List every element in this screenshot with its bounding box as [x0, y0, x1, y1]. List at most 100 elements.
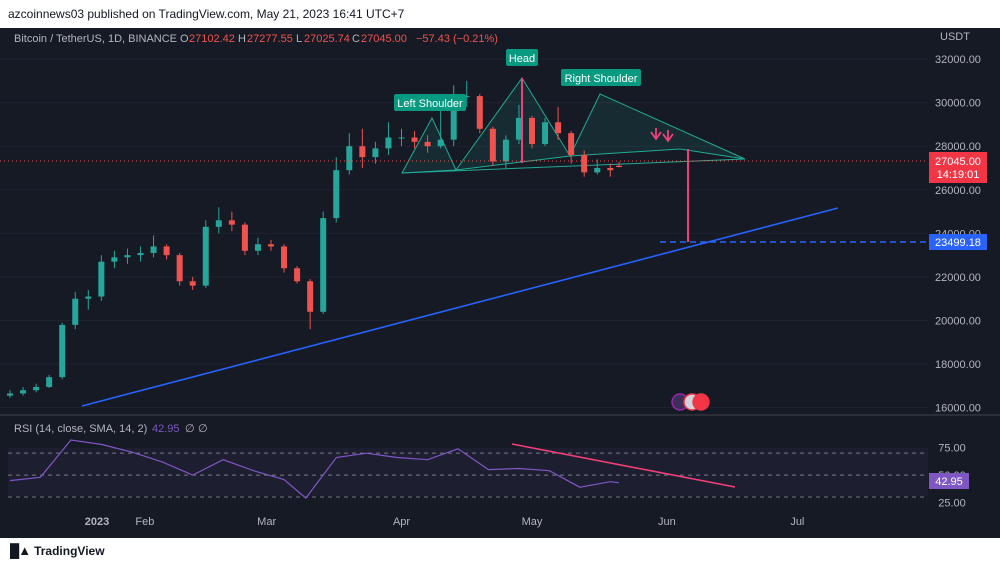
- price-tick-label: 30000.00: [935, 98, 981, 110]
- candle-body: [124, 255, 131, 258]
- price-tick-label: 22000.00: [935, 272, 981, 284]
- price-tick-label: 16000.00: [935, 403, 981, 415]
- publish-header: azcoinnews03 published on TradingView.co…: [0, 0, 1000, 28]
- rsi-value-badge: 42.95: [929, 473, 969, 489]
- candle-body: [7, 393, 13, 396]
- rsi-downtrend-line[interactable]: [511, 443, 736, 488]
- candle-body: [398, 137, 405, 139]
- candle-body: [542, 122, 549, 145]
- rsi-line: [9, 439, 620, 499]
- candle-body: [372, 148, 379, 158]
- candle-body: [515, 117, 522, 140]
- candlestick-series: [7, 80, 622, 398]
- candle-body: [189, 281, 196, 286]
- candle-body: [111, 257, 118, 262]
- candle-body: [294, 268, 301, 282]
- right-shoulder-label: Right Shoulder: [561, 69, 641, 86]
- news-event-icon[interactable]: [692, 393, 710, 411]
- support-trendline[interactable]: [81, 207, 839, 407]
- close-value: 27045.00: [361, 33, 407, 45]
- tv-logo-icon: █▲: [10, 543, 31, 558]
- left-shoulder-text: Left Shoulder: [397, 98, 463, 110]
- time-tick-label: 2023: [85, 516, 109, 528]
- price-tick-label: 20000.00: [935, 316, 981, 328]
- candle-body: [307, 281, 314, 312]
- price-chart-svg[interactable]: Bitcoin / TetherUS, 1D, BINANCE O 27102.…: [0, 28, 1000, 538]
- candle-body: [581, 154, 588, 173]
- candle-body: [215, 220, 222, 227]
- candle-body: [476, 96, 483, 129]
- candle-body: [359, 146, 366, 158]
- last-price-badge: 27045.00 14:19:01: [929, 152, 987, 183]
- candle-body: [20, 390, 27, 394]
- time-tick-label: May: [522, 516, 543, 528]
- event-markers[interactable]: [671, 393, 710, 411]
- rsi-legend-band: ∅: [198, 423, 208, 435]
- candle-body: [489, 128, 496, 162]
- right-shoulder-text: Right Shoulder: [565, 73, 638, 85]
- time-tick-label: Jul: [790, 516, 804, 528]
- price-axis: 16000.0018000.0020000.0022000.0024000.00…: [935, 54, 981, 415]
- candle-body: [385, 137, 392, 149]
- price-gridlines: [0, 58, 928, 409]
- candle-body: [163, 246, 170, 256]
- candle-body: [202, 226, 209, 286]
- candle-body: [529, 117, 535, 145]
- down-arrow-icon: [650, 128, 662, 141]
- last-price-text: 27045.00: [935, 156, 981, 168]
- target-price-text: 23499.18: [935, 237, 981, 249]
- rsi-title: RSI (14, close, SMA, 14, 2): [14, 423, 147, 435]
- candle-body: [228, 220, 235, 225]
- candle-body: [555, 122, 562, 134]
- candle-body: [333, 170, 340, 219]
- candle-body: [150, 246, 157, 253]
- rsi-legend-ma: ∅: [185, 423, 195, 435]
- head-text: Head: [509, 53, 535, 65]
- candle-body: [568, 133, 575, 155]
- time-axis: 2023 Feb Mar Apr May Jun Jul: [85, 516, 805, 528]
- tradingview-logo[interactable]: █▲ TradingView: [10, 543, 105, 558]
- candle-body: [85, 296, 92, 299]
- rsi-tick-label: 25.00: [938, 498, 966, 510]
- price-tick-label: 18000.00: [935, 359, 981, 371]
- left-shoulder-label: Left Shoulder: [394, 94, 466, 111]
- candle-body: [281, 246, 288, 269]
- price-tick-label: 28000.00: [935, 141, 981, 153]
- high-value: 27277.55: [247, 33, 293, 45]
- low-label: L: [296, 33, 302, 45]
- candle-body: [437, 139, 444, 147]
- close-label: C: [352, 33, 360, 45]
- time-tick-label: Jun: [658, 516, 676, 528]
- candle-body: [594, 168, 601, 173]
- candle-body: [463, 96, 470, 98]
- target-price-badge: 23499.18: [929, 234, 987, 250]
- time-tick-label: Apr: [393, 516, 410, 528]
- publish-line: azcoinnews03 published on TradingView.co…: [8, 7, 405, 21]
- candle-body: [254, 244, 261, 251]
- candle-body: [268, 244, 274, 247]
- rsi-value-text: 42.95: [935, 476, 963, 488]
- candle-body: [616, 165, 622, 168]
- candle-body: [72, 298, 79, 325]
- candle-body: [98, 261, 105, 297]
- change-value: −57.43 (−0.21%): [416, 33, 498, 45]
- candle-body: [502, 139, 509, 162]
- footer-bar: █▲ TradingView: [0, 538, 1000, 565]
- price-tick-label: 32000.00: [935, 54, 981, 66]
- candle-body: [411, 137, 418, 142]
- down-arrow-icon: [662, 130, 674, 143]
- rsi-legend-value: 42.95: [152, 423, 180, 435]
- low-value: 27025.74: [304, 33, 350, 45]
- countdown-text: 14:19:01: [937, 169, 980, 181]
- candle-body: [424, 141, 431, 147]
- symbol-title: Bitcoin / TetherUS, 1D, BINANCE: [14, 33, 177, 45]
- rsi-tick-label: 75.00: [938, 443, 966, 455]
- open-value: 27102.42: [189, 33, 235, 45]
- price-axis-unit: USDT: [940, 31, 970, 43]
- chart-panel[interactable]: Bitcoin / TetherUS, 1D, BINANCE O 27102.…: [0, 28, 1000, 538]
- head-label: Head: [506, 49, 538, 66]
- open-label: O: [180, 33, 189, 45]
- price-tick-label: 26000.00: [935, 185, 981, 197]
- candle-body: [46, 377, 53, 387]
